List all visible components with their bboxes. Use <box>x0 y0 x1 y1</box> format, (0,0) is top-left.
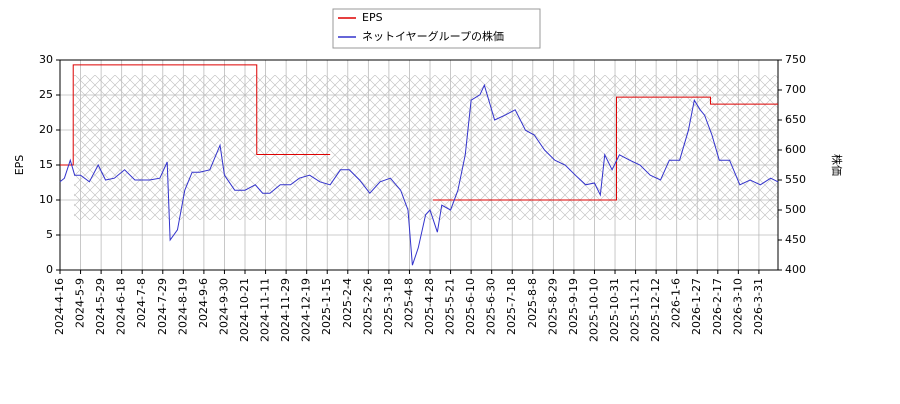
x-tick-label: 2025-10-31 <box>608 278 621 342</box>
x-tick-label: 2024-5-9 <box>74 278 87 328</box>
y-tick-label: 15 <box>39 158 53 171</box>
x-tick-label: 2025-10-10 <box>587 278 600 342</box>
series-line <box>60 64 778 201</box>
x-tick-label: 2025-4-8 <box>402 278 415 328</box>
y-tick-label: 30 <box>39 53 53 66</box>
x-tick-label: 2025-2-26 <box>361 278 374 335</box>
series-line <box>59 83 779 266</box>
hatched-band <box>74 75 778 220</box>
x-tick-label: 2025-9-19 <box>567 278 580 335</box>
y2-tick-label: 450 <box>785 233 806 246</box>
y2-tick-label: 750 <box>785 53 806 66</box>
x-tick-label: 2025-3-18 <box>382 278 395 335</box>
y2-tick-label: 600 <box>785 143 806 156</box>
x-tick-label: 2026-1-27 <box>690 278 703 335</box>
x-tick-label: 2025-8-8 <box>526 278 539 328</box>
x-tick-label: 2024-5-29 <box>94 278 107 335</box>
x-tick-label: 2025-4-28 <box>423 278 436 335</box>
x-tick-label: 2025-12-12 <box>649 278 662 342</box>
y2-tick-label: 400 <box>785 263 806 276</box>
legend <box>332 8 541 49</box>
x-tick-label: 2025-6-10 <box>464 278 477 335</box>
y-axis-label: EPS <box>13 155 26 176</box>
x-tick-label: 2024-12-19 <box>300 278 313 342</box>
x-tick-label: 2024-4-16 <box>53 278 66 335</box>
y-tick-label: 20 <box>39 123 53 136</box>
x-tick-label: 2025-7-18 <box>505 278 518 335</box>
x-tick-label: 2026-3-31 <box>752 278 765 335</box>
x-tick-label: 2024-6-18 <box>115 278 128 335</box>
x-tick-label: 2025-8-29 <box>546 278 559 335</box>
x-tick-label: 2024-8-19 <box>176 278 189 335</box>
legend-label: EPS <box>362 11 383 24</box>
x-tick-label: 2024-9-6 <box>197 278 210 328</box>
x-tick-label: 2024-10-21 <box>238 278 251 342</box>
x-tick-label: 2026-2-17 <box>711 278 724 335</box>
x-tick-label: 2026-1-6 <box>670 278 683 328</box>
y-tick-label: 10 <box>39 193 53 206</box>
y-tick-label: 25 <box>39 88 53 101</box>
y2-axis-label: 株価 <box>830 154 844 176</box>
x-tick-label: 2025-11-21 <box>629 278 642 342</box>
y2-tick-label: 650 <box>785 113 806 126</box>
x-tick-label: 2025-6-30 <box>485 278 498 335</box>
legend-label: ネットイヤーグループの株価 <box>362 29 504 43</box>
x-tick-label: 2024-9-30 <box>217 278 230 335</box>
y2-tick-label: 500 <box>785 203 806 216</box>
x-tick-label: 2025-1-15 <box>320 278 333 335</box>
x-tick-label: 2025-5-21 <box>444 278 457 335</box>
y-tick-label: 0 <box>46 263 53 276</box>
x-tick-label: 2024-7-29 <box>156 278 169 335</box>
x-tick-label: 2025-2-4 <box>341 278 354 328</box>
x-tick-label: 2024-7-8 <box>135 278 148 328</box>
y2-tick-label: 550 <box>785 173 806 186</box>
x-tick-label: 2024-11-11 <box>259 278 272 342</box>
y2-tick-label: 700 <box>785 83 806 96</box>
y-tick-label: 5 <box>46 228 53 241</box>
x-tick-label: 2026-3-10 <box>731 278 744 335</box>
x-tick-label: 2024-11-29 <box>279 278 292 342</box>
